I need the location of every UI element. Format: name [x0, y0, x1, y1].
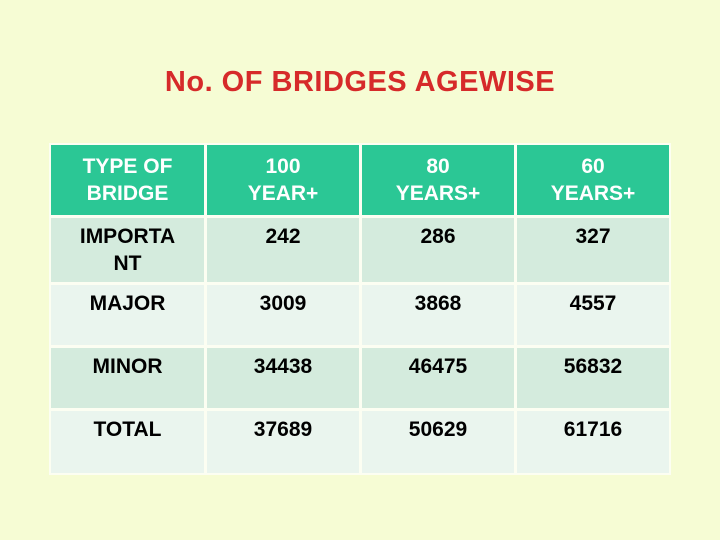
- header-cell-80-years: 80 YEARS+: [362, 145, 514, 215]
- row-label: MAJOR: [89, 292, 166, 315]
- cell-important-80-years: 286: [362, 218, 514, 282]
- cell-important-60-years: 327: [517, 218, 669, 282]
- cell-total-60-years: 61716: [517, 411, 669, 473]
- row-important-label: IMPORTA NT: [51, 218, 204, 282]
- row-label: IMPORTA: [79, 225, 176, 248]
- header-label: YEARS+: [550, 182, 636, 205]
- header-cell-60-years: 60 YEARS+: [517, 145, 669, 215]
- cell-minor-100-year: 34438: [207, 348, 359, 408]
- header-label: YEARS+: [395, 182, 481, 205]
- cell-total-100-year: 37689: [207, 411, 359, 473]
- cell-major-80-years: 3868: [362, 285, 514, 345]
- cell-minor-60-years: 56832: [517, 348, 669, 408]
- page-title: No. OF BRIDGES AGEWISE: [164, 66, 556, 98]
- row-label: NT: [113, 252, 142, 275]
- row-label: MINOR: [92, 355, 163, 378]
- header-cell-100-year: 100 YEAR+: [207, 145, 359, 215]
- row-minor-label: MINOR: [51, 348, 204, 408]
- header-label: 60: [581, 155, 605, 178]
- bridges-agewise-table: TYPE OF BRIDGE 100 YEAR+ 80 YEARS+ 60 YE…: [49, 143, 671, 475]
- row-total-label: TOTAL: [51, 411, 204, 473]
- header-label: TYPE OF: [82, 155, 173, 178]
- cell-major-100-year: 3009: [207, 285, 359, 345]
- header-label: 80: [426, 155, 450, 178]
- header-label: YEAR+: [247, 182, 319, 205]
- row-label: TOTAL: [93, 418, 162, 441]
- cell-major-60-years: 4557: [517, 285, 669, 345]
- header-label: 100: [265, 155, 301, 178]
- cell-minor-80-years: 46475: [362, 348, 514, 408]
- cell-total-80-years: 50629: [362, 411, 514, 473]
- row-major-label: MAJOR: [51, 285, 204, 345]
- header-label: BRIDGE: [86, 182, 169, 205]
- header-cell-type-of-bridge: TYPE OF BRIDGE: [51, 145, 204, 215]
- cell-important-100-year: 242: [207, 218, 359, 282]
